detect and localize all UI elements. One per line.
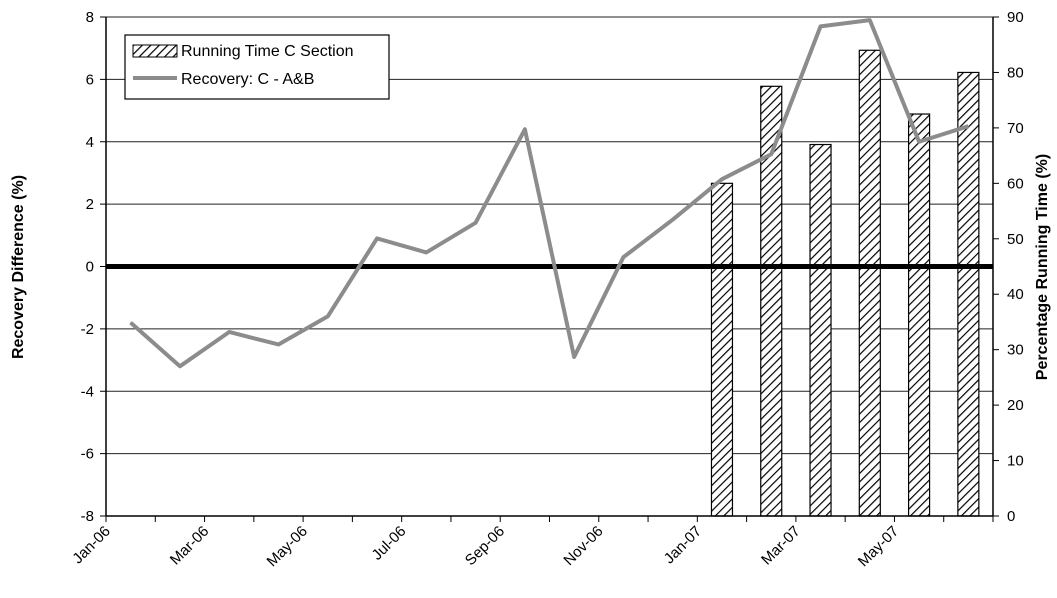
y-right-tick-label: 30 bbox=[1007, 342, 1024, 359]
x-tick-label: May-06 bbox=[264, 523, 311, 570]
line-point bbox=[770, 153, 772, 155]
y-axis-left-title: Recovery Difference (%) bbox=[10, 174, 27, 360]
line-point bbox=[228, 331, 230, 333]
y-left-tick-label: 2 bbox=[86, 196, 94, 213]
line-point bbox=[376, 237, 378, 239]
y-axis-right-title: Percentage Running Time (%) bbox=[1034, 153, 1051, 381]
legend-label-running-time: Running Time C Section bbox=[181, 43, 354, 60]
bar-running-time bbox=[809, 143, 832, 517]
y-left-tick-label: 0 bbox=[86, 259, 94, 276]
y-right-tick-label: 10 bbox=[1007, 453, 1024, 470]
line-point bbox=[327, 315, 329, 317]
y-left-tick-label: -6 bbox=[81, 446, 94, 463]
line-point bbox=[573, 356, 575, 358]
line-point bbox=[475, 222, 477, 224]
line-point bbox=[179, 365, 181, 367]
line-point bbox=[967, 125, 969, 127]
x-tick-label: Sep-06 bbox=[462, 523, 508, 569]
series-line-recovery bbox=[129, 18, 969, 369]
x-tick-label: Nov-06 bbox=[560, 523, 606, 569]
line-point bbox=[721, 178, 723, 180]
y-left-tick-label: -4 bbox=[81, 383, 94, 400]
y-right-tick-label: 90 bbox=[1007, 9, 1024, 26]
legend-swatch-bar bbox=[132, 44, 178, 58]
y-left-tick-label: 6 bbox=[86, 71, 94, 88]
bar-running-time bbox=[858, 49, 881, 517]
x-tick-label: Jan-07 bbox=[661, 523, 705, 567]
x-tick-label: Jul-06 bbox=[369, 523, 410, 564]
y-right-tick-label: 80 bbox=[1007, 64, 1024, 81]
bar-running-time bbox=[710, 182, 734, 517]
line-point bbox=[277, 343, 279, 345]
y-right-tick-label: 20 bbox=[1007, 397, 1024, 414]
y-left-tick-label: 8 bbox=[86, 9, 94, 26]
y-left-tick-label: -8 bbox=[81, 508, 94, 525]
x-tick-label: Mar-07 bbox=[758, 523, 804, 569]
y-right-tick-label: 70 bbox=[1007, 120, 1024, 137]
y-left-tick-label: 4 bbox=[86, 134, 94, 151]
line-point bbox=[524, 128, 526, 130]
x-tick-label: Mar-06 bbox=[167, 523, 213, 569]
bar-running-time bbox=[957, 71, 980, 517]
line-point bbox=[820, 25, 822, 27]
bar-running-time bbox=[907, 113, 931, 517]
y-right-tick-label: 50 bbox=[1007, 231, 1024, 248]
legend-label-recovery: Recovery: C - A&B bbox=[181, 71, 314, 88]
y-left-tick-label: -2 bbox=[81, 321, 94, 338]
line-point bbox=[130, 322, 132, 324]
x-tick-label: Jan-06 bbox=[69, 523, 113, 567]
x-tick-label: May-07 bbox=[855, 523, 902, 570]
y-right-tick-label: 60 bbox=[1007, 175, 1024, 192]
line-point bbox=[918, 141, 920, 143]
line-point bbox=[425, 251, 427, 253]
y-right-tick-label: 40 bbox=[1007, 286, 1024, 303]
line-point bbox=[869, 19, 871, 21]
line-point bbox=[672, 219, 674, 221]
y-right-tick-label: 0 bbox=[1007, 508, 1015, 525]
line-point bbox=[622, 256, 624, 258]
